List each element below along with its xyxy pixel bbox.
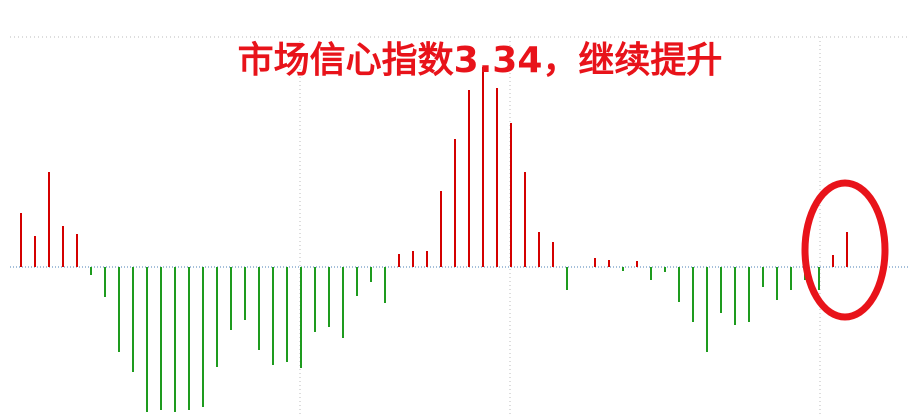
bar — [384, 267, 386, 303]
bar — [734, 267, 736, 325]
bars — [20, 67, 848, 412]
bar — [790, 267, 792, 290]
bar — [468, 90, 470, 267]
bar — [776, 267, 778, 300]
bar — [370, 267, 372, 282]
bar — [328, 267, 330, 327]
bar — [608, 260, 610, 267]
bar — [300, 267, 302, 368]
bar — [762, 267, 764, 287]
bar — [356, 267, 358, 296]
bar — [104, 267, 106, 297]
bar — [146, 267, 148, 412]
bar — [454, 139, 456, 267]
bar — [510, 123, 512, 267]
bar — [174, 267, 176, 412]
bar — [552, 242, 554, 267]
bar — [720, 267, 722, 313]
bar — [202, 267, 204, 407]
bar — [34, 236, 36, 267]
bar — [650, 267, 652, 280]
bar — [160, 267, 162, 410]
bar — [286, 267, 288, 362]
bar — [594, 258, 596, 267]
bar — [398, 254, 400, 267]
bar — [188, 267, 190, 410]
bar — [132, 267, 134, 372]
bar — [244, 267, 246, 320]
bar — [90, 267, 92, 275]
bar — [706, 267, 708, 352]
chart-title: 市场信心指数3.34，继续提升 — [238, 40, 723, 81]
bar — [622, 267, 624, 271]
bar — [748, 267, 750, 322]
bar — [216, 267, 218, 367]
bar — [20, 213, 22, 267]
bar — [692, 267, 694, 322]
bar — [818, 267, 820, 290]
bar — [76, 234, 78, 267]
bar — [566, 267, 568, 290]
bar — [496, 88, 498, 267]
bar — [538, 232, 540, 267]
bar — [272, 267, 274, 365]
bar — [636, 261, 638, 267]
bar — [62, 226, 64, 267]
bar — [440, 191, 442, 267]
bar — [678, 267, 680, 302]
bar — [524, 172, 526, 267]
bar — [426, 251, 428, 267]
bar — [846, 232, 848, 267]
bar — [314, 267, 316, 332]
bar — [48, 172, 50, 267]
bar — [482, 67, 484, 267]
bar — [832, 255, 834, 267]
bar — [230, 267, 232, 330]
bar — [412, 251, 414, 267]
bar — [258, 267, 260, 350]
bar — [664, 267, 666, 272]
bar — [118, 267, 120, 352]
highlight-circle — [801, 179, 889, 321]
bar — [342, 267, 344, 338]
